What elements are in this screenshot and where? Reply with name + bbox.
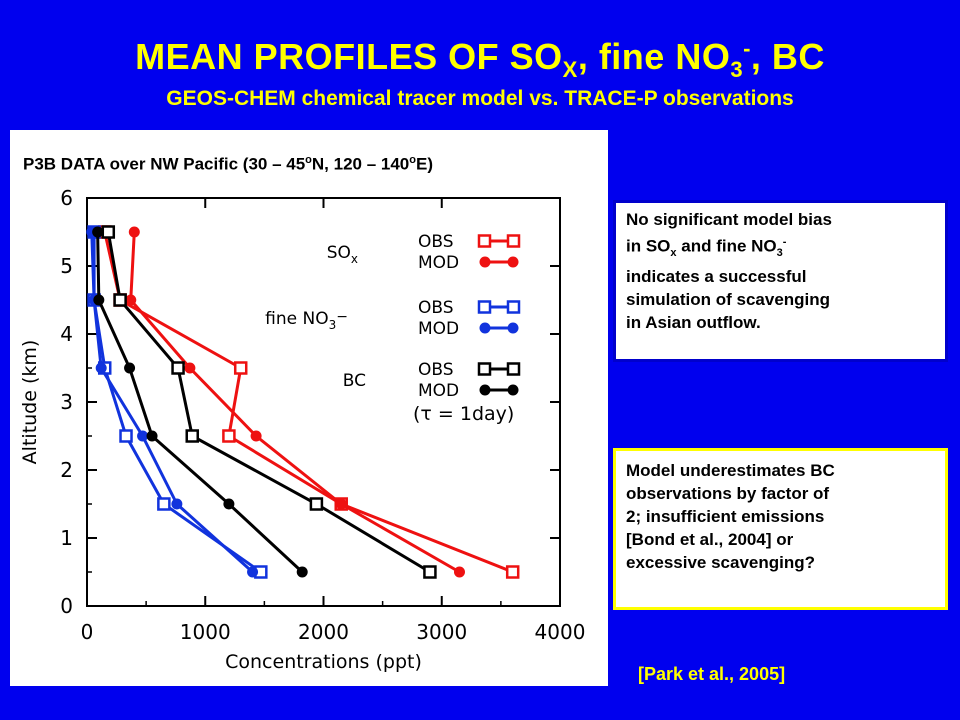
page-subtitle: GEOS-CHEM chemical tracer model vs. TRAC… bbox=[166, 87, 794, 110]
data-point-square bbox=[119, 429, 133, 443]
legend-obs-marker bbox=[477, 300, 492, 314]
data-point-square bbox=[222, 429, 236, 443]
legend-obs-marker bbox=[477, 234, 492, 248]
data-point-square bbox=[101, 225, 116, 239]
series-line bbox=[90, 231, 254, 574]
data-point-circle bbox=[223, 498, 235, 510]
data-point-circle bbox=[125, 294, 137, 306]
bc-note-line: [Bond et al., 2004] or bbox=[626, 530, 794, 549]
legend-mod-label: MOD bbox=[418, 319, 459, 339]
data-point-square bbox=[157, 497, 171, 511]
legend-obs-marker bbox=[477, 362, 492, 376]
bc-note-line: 2; insufficient emissions bbox=[626, 507, 825, 526]
y-tick-label: 0 bbox=[60, 594, 73, 618]
bc-note-box: Model underestimates BC observations by … bbox=[613, 448, 948, 610]
bias-note-line: in SOx and fine NO3- bbox=[626, 236, 787, 260]
legend-obs-label: OBS bbox=[418, 232, 454, 252]
legend-mod-label: MOD bbox=[418, 381, 459, 401]
x-tick-label: 4000 bbox=[535, 620, 586, 644]
x-tick-label: 0 bbox=[81, 620, 94, 644]
data-point-circle bbox=[184, 362, 196, 374]
y-tick-label: 3 bbox=[60, 390, 73, 414]
y-tick-label: 1 bbox=[60, 526, 73, 550]
y-axis-label: Altitude (km) bbox=[19, 340, 41, 465]
legend-group-label: SOx bbox=[327, 243, 358, 266]
legend-mod-marker bbox=[507, 256, 519, 268]
data-point-circle bbox=[171, 498, 183, 510]
bc-note-line: observations by factor of bbox=[626, 484, 830, 503]
data-point-circle bbox=[92, 226, 104, 238]
bc-note-line: Model underestimates BC bbox=[626, 461, 835, 480]
legend-mod-marker bbox=[507, 384, 519, 396]
series-line bbox=[106, 231, 431, 574]
data-point-circle bbox=[137, 430, 149, 442]
legend-mod-marker bbox=[479, 384, 491, 396]
data-point-circle bbox=[146, 430, 158, 442]
data-point-circle bbox=[335, 498, 347, 510]
data-point-circle bbox=[93, 294, 105, 306]
x-tick-label: 2000 bbox=[298, 620, 349, 644]
legend-obs-label: OBS bbox=[418, 360, 454, 380]
legend-note: (τ = 1day) bbox=[413, 403, 514, 425]
series-line bbox=[96, 231, 304, 574]
citation: [Park et al., 2005] bbox=[638, 664, 786, 684]
data-point-circle bbox=[247, 566, 259, 578]
data-point-square bbox=[309, 497, 324, 511]
x-tick-label: 1000 bbox=[180, 620, 231, 644]
legend-obs-label: OBS bbox=[418, 298, 454, 318]
legend-mod-marker bbox=[507, 322, 519, 334]
data-point-circle bbox=[296, 566, 308, 578]
y-tick-label: 6 bbox=[60, 186, 73, 210]
profile-chart: 0 1000 2000 3000 4000 0 1 2 3 4 5 6 Concentrations (… bbox=[19, 186, 586, 673]
legend-obs-marker bbox=[506, 234, 521, 248]
data-point-square bbox=[505, 565, 520, 579]
x-tick-label: 3000 bbox=[416, 620, 467, 644]
bias-note-line: indicates a successful bbox=[626, 267, 807, 287]
x-axis-label: Concentrations (ppt) bbox=[225, 651, 422, 673]
chart-panel-title: P3B DATA over NW Pacific (30 – 45oN, 120… bbox=[23, 154, 433, 174]
data-point-square bbox=[233, 361, 248, 375]
legend-obs-marker bbox=[506, 362, 521, 376]
data-point-square bbox=[423, 565, 437, 579]
data-point-square bbox=[171, 361, 185, 375]
legend-mod-marker bbox=[479, 256, 491, 268]
chart-panel bbox=[10, 130, 608, 686]
y-tick-label: 5 bbox=[60, 254, 73, 278]
series-line bbox=[103, 231, 514, 574]
data-point-circle bbox=[95, 362, 107, 374]
bias-note-line: in Asian outflow. bbox=[626, 313, 761, 333]
data-point-square bbox=[185, 429, 199, 443]
y-tick-label: 2 bbox=[60, 458, 73, 482]
legend-mod-marker bbox=[479, 322, 491, 334]
bias-note-line: No significant model bias bbox=[626, 210, 832, 229]
data-point-circle bbox=[453, 566, 465, 578]
legend-group-label: fine NO3− bbox=[265, 309, 348, 332]
legend-obs-marker bbox=[506, 300, 521, 314]
data-point-circle bbox=[250, 430, 262, 442]
data-point-circle bbox=[128, 226, 140, 238]
y-tick-label: 4 bbox=[60, 322, 73, 346]
bias-note-line: simulation of scavenging bbox=[626, 290, 831, 310]
bias-note-box: No significant model bias in SOx and fin… bbox=[613, 200, 948, 362]
data-point-circle bbox=[124, 362, 136, 374]
legend-group-label: BC bbox=[343, 371, 366, 391]
page-title: MEAN PROFILES OF SOX, fine NO3-, BC bbox=[135, 36, 825, 83]
legend-mod-label: MOD bbox=[418, 253, 459, 273]
series-line bbox=[129, 231, 461, 574]
data-point-square bbox=[113, 293, 127, 307]
bc-note-line: excessive scavenging? bbox=[626, 553, 816, 572]
